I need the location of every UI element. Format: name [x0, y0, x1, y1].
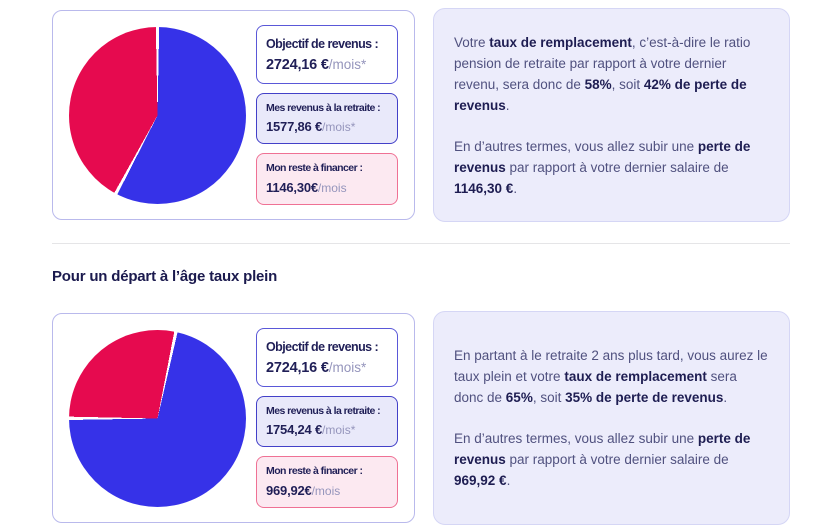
section-heading-taux-plein: Pour un départ à l’âge taux plein — [52, 268, 278, 285]
legend-box-objective: Objectif de revenus : 2724,16 €/mois* — [256, 24, 398, 84]
legend-box-gap: Mon reste à financer : 1146,30€/mois — [256, 153, 398, 206]
pie-chart-2 — [69, 329, 246, 507]
section-age-legal: Objectif de revenus : 2724,16 €/mois* Me… — [52, 8, 790, 222]
legend-suffix: /mois* — [328, 359, 367, 375]
legend-box-income: Mes revenus à la retraite : 1754,24 €/mo… — [256, 395, 398, 448]
legend-suffix: /mois — [311, 484, 341, 499]
legend-value: 1577,86 € — [266, 119, 323, 135]
legend-value-line: 2724,16 €/mois* — [266, 56, 388, 74]
explanation-paragraph: En d’autres termes, vous allez subir une… — [454, 431, 751, 488]
pie-chart-1 — [69, 26, 246, 204]
legend-value-line: 1146,30€/mois — [266, 179, 388, 197]
legend-value-line: 1754,24 €/mois* — [266, 421, 388, 439]
legend-suffix: /mois — [317, 181, 347, 196]
legend-box-income: Mes revenus à la retraite : 1577,86 €/mo… — [256, 92, 398, 145]
legend-suffix: /mois* — [322, 423, 356, 438]
legend-box-objective: Objectif de revenus : 2724,16 €/mois* — [256, 327, 398, 387]
legend-suffix: /mois* — [322, 120, 356, 135]
legend-label: Mes revenus à la retraite : — [266, 404, 381, 417]
legend-value: 2724,16 € — [266, 359, 329, 376]
legend-label: Objectif de revenus : — [266, 36, 379, 51]
section-divider — [52, 243, 790, 244]
explanation-panel-2: En partant à le retraite 2 ans plus tard… — [433, 311, 790, 525]
page-content: Objectif de revenus : 2724,16 €/mois* Me… — [52, 8, 790, 525]
legend-value: 1146,30€ — [266, 180, 318, 196]
legend-suffix: /mois* — [328, 56, 367, 72]
legend-label: Mon reste à financer : — [266, 465, 363, 478]
legend-value-line: 1577,86 €/mois* — [266, 118, 388, 136]
legend-box-gap: Mon reste à financer : 969,92€/mois — [256, 456, 398, 509]
legend-label: Mes revenus à la retraite : — [266, 101, 381, 114]
legend-value-line: 2724,16 €/mois* — [266, 359, 388, 377]
explanation-panel-1: Votre taux de remplacement, c’est-à-dire… — [433, 8, 790, 222]
pie-card-1: Objectif de revenus : 2724,16 €/mois* Me… — [52, 10, 415, 220]
legend-label: Objectif de revenus : — [266, 339, 379, 354]
explanation-paragraph: En d’autres termes, vous allez subir une… — [454, 138, 751, 196]
legend-value: 969,92€ — [266, 483, 312, 499]
legend-label: Mon reste à financer : — [266, 162, 363, 175]
pie-card-2: Objectif de revenus : 2724,16 €/mois* Me… — [52, 313, 415, 523]
pie-legend-1: Objectif de revenus : 2724,16 €/mois* Me… — [256, 24, 398, 206]
explanation-paragraph: Votre taux de remplacement, c’est-à-dire… — [454, 34, 751, 113]
section-taux-plein: Objectif de revenus : 2724,16 €/mois* Me… — [52, 311, 790, 525]
legend-value: 1754,24 € — [266, 422, 323, 438]
explanation-paragraph: En partant à le retraite 2 ans plus tard… — [454, 348, 768, 405]
legend-value: 2724,16 € — [266, 56, 329, 73]
pie-legend-2: Objectif de revenus : 2724,16 €/mois* Me… — [256, 327, 398, 509]
legend-value-line: 969,92€/mois — [266, 482, 388, 500]
